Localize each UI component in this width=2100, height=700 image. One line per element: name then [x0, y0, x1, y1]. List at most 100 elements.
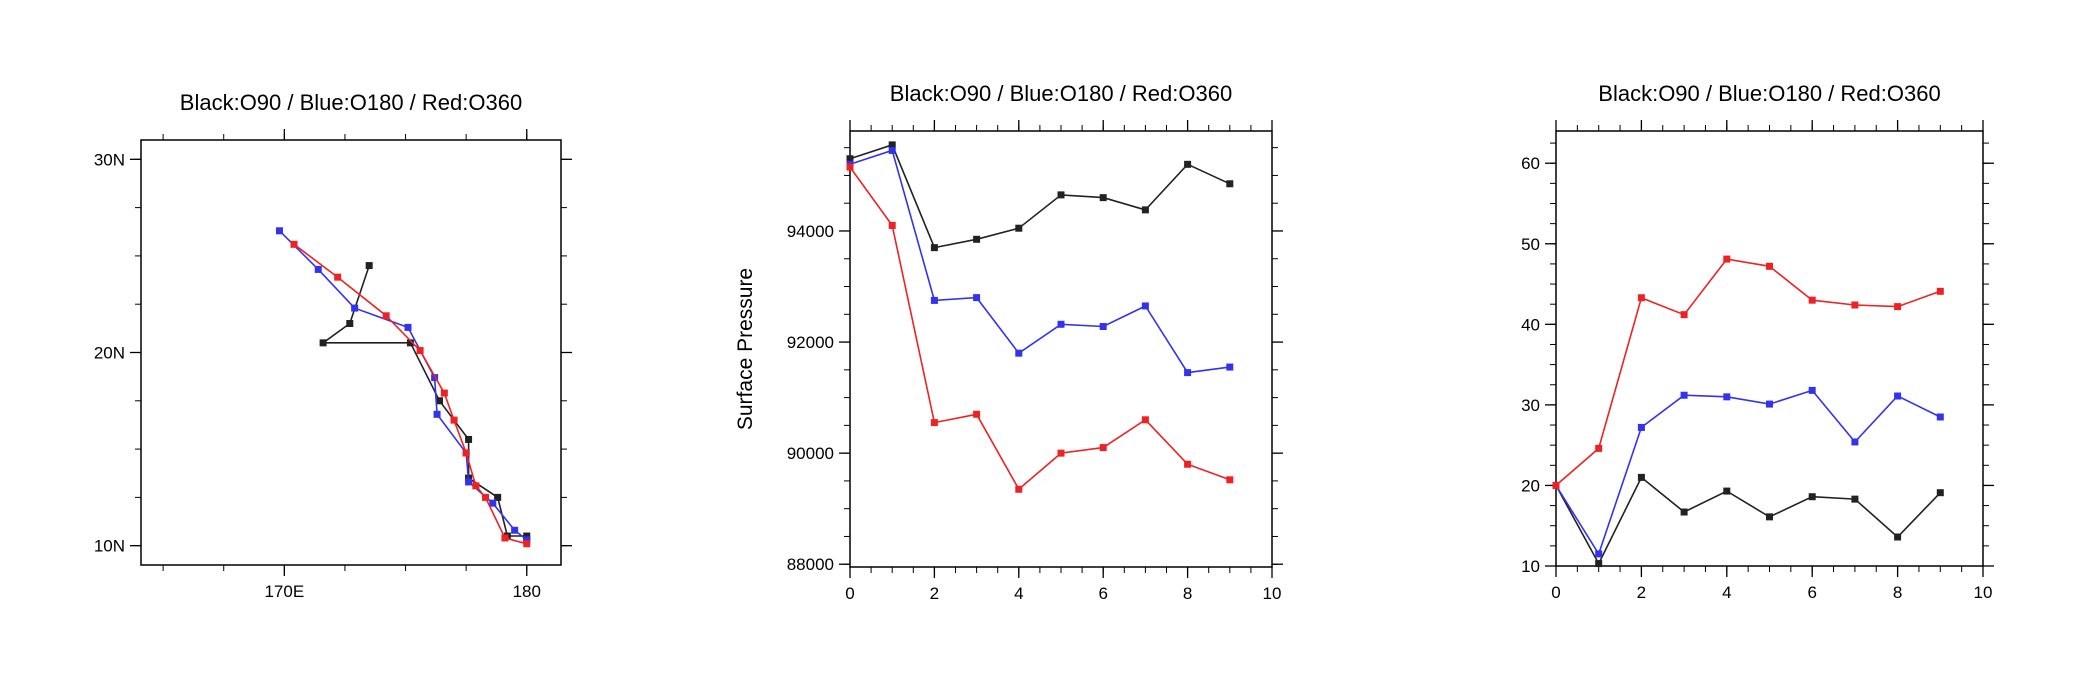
data-point-red [290, 240, 298, 248]
data-point-black [523, 532, 531, 540]
chart-title: Black:O90 / Blue:O180 / Red:O360 [180, 90, 522, 115]
x-tick-label: 170E [264, 582, 304, 601]
data-point-red [523, 540, 531, 548]
data-point-red [472, 482, 480, 490]
data-point-blue [351, 304, 359, 312]
data-point-red [1595, 444, 1603, 452]
y-tick-label: 10 [1521, 557, 1540, 576]
data-point-red [1226, 476, 1234, 484]
data-point-blue [404, 323, 412, 331]
data-point-red [1141, 416, 1149, 424]
data-point-blue [1057, 320, 1065, 328]
data-point-black [494, 493, 502, 501]
data-point-black [1015, 224, 1023, 232]
x-tick-label: 10 [1263, 584, 1282, 603]
intensity-panel: 0 2 4 6 8 10 10 20 30 40 50 60 Black:O90 / Blue:O180… [1521, 81, 1994, 602]
data-point-red [1851, 301, 1859, 309]
data-point-blue [1894, 392, 1902, 400]
data-point-blue [888, 146, 896, 154]
x-tick-label: 4 [1014, 584, 1023, 603]
data-point-red [930, 419, 938, 427]
x-tick-label: 0 [1551, 583, 1560, 602]
data-point-blue [1936, 413, 1944, 421]
data-point-red [416, 347, 424, 355]
data-point-blue [523, 536, 531, 544]
data-point-red [1057, 449, 1065, 457]
data-point-black [1766, 513, 1773, 521]
data-point-black [1141, 206, 1149, 214]
data-point-red [462, 449, 470, 457]
data-point-red [440, 389, 448, 397]
data-point-red [501, 534, 509, 542]
data-point-blue [275, 227, 283, 235]
series-line-blue [1555, 389, 1941, 556]
data-point-blue [973, 294, 981, 302]
data-point-blue [1595, 550, 1603, 558]
data-point-blue [1808, 386, 1816, 394]
series-line-red [1555, 258, 1941, 487]
data-point-red [1766, 262, 1773, 270]
data-point-black [406, 339, 414, 347]
x-tick-label: 6 [1807, 583, 1816, 602]
y-tick-label: 50 [1521, 235, 1540, 254]
data-point-blue [930, 296, 938, 304]
data-point-black [1936, 489, 1944, 497]
data-point-black [973, 235, 981, 243]
data-point-blue [1680, 391, 1688, 399]
data-point-blue [433, 410, 441, 418]
data-point-black [1723, 487, 1731, 495]
data-point-black [888, 141, 896, 149]
x-tick-label: 8 [1893, 583, 1902, 602]
data-point-red [846, 163, 854, 171]
data-point-black [1808, 493, 1816, 501]
data-point-black [1226, 180, 1234, 188]
y-axis-label: Surface Pressure [734, 268, 757, 430]
x-tick-label: 6 [1098, 584, 1107, 603]
y-tick-label: 60 [1521, 154, 1540, 173]
data-point-blue [489, 499, 497, 507]
data-point-red [888, 221, 896, 229]
data-point-red [1723, 255, 1731, 263]
chart-title: Black:O90 / Blue:O180 / Red:O360 [890, 81, 1232, 106]
series-line-black [1555, 476, 1941, 566]
pressure-panel: 0 2 4 6 8 10 88000 90000 92000 94000 Black:O90 / B… [734, 81, 1283, 603]
y-tick-label: 88000 [787, 555, 834, 574]
data-point-blue [1766, 400, 1773, 408]
data-point-red [382, 312, 390, 320]
data-point-blue [1637, 423, 1645, 431]
data-point-red [1184, 460, 1192, 468]
data-point-blue [314, 265, 322, 273]
data-point-blue [1184, 369, 1192, 377]
data-point-red [1552, 481, 1560, 489]
data-point-black [1680, 508, 1688, 516]
data-point-red [450, 416, 458, 424]
data-point-red [1894, 303, 1902, 311]
data-point-black [346, 320, 354, 328]
data-point-black [846, 155, 854, 163]
data-point-red [1808, 296, 1816, 304]
x-tick-label: 0 [845, 584, 854, 603]
data-point-black [1099, 194, 1107, 202]
plot-frame [1555, 130, 1984, 567]
x-tick-label: 4 [1722, 583, 1731, 602]
data-point-red [1680, 311, 1688, 319]
data-point-black [1184, 160, 1192, 168]
data-point-blue [1099, 323, 1107, 331]
data-point-red [1936, 287, 1944, 295]
track-panel: 170E 180 10N 20N 30N Black:O90 / Blue:O180 / … [94, 90, 572, 601]
data-point-red [1099, 444, 1107, 452]
y-tick-label: 20 [1521, 476, 1540, 495]
data-point-blue [511, 526, 519, 534]
data-point-black [465, 435, 473, 443]
series-line-black [849, 143, 1231, 249]
data-point-black [435, 397, 443, 405]
x-tick-label: 2 [930, 584, 939, 603]
x-tick-label: 8 [1183, 584, 1192, 603]
chart-title: Black:O90 / Blue:O180 / Red:O360 [1598, 81, 1940, 106]
series-line-blue [849, 149, 1230, 374]
data-point-black [365, 262, 373, 270]
y-tick-label: 30N [94, 150, 125, 169]
data-point-blue [1226, 363, 1234, 371]
data-point-red [1015, 485, 1023, 493]
